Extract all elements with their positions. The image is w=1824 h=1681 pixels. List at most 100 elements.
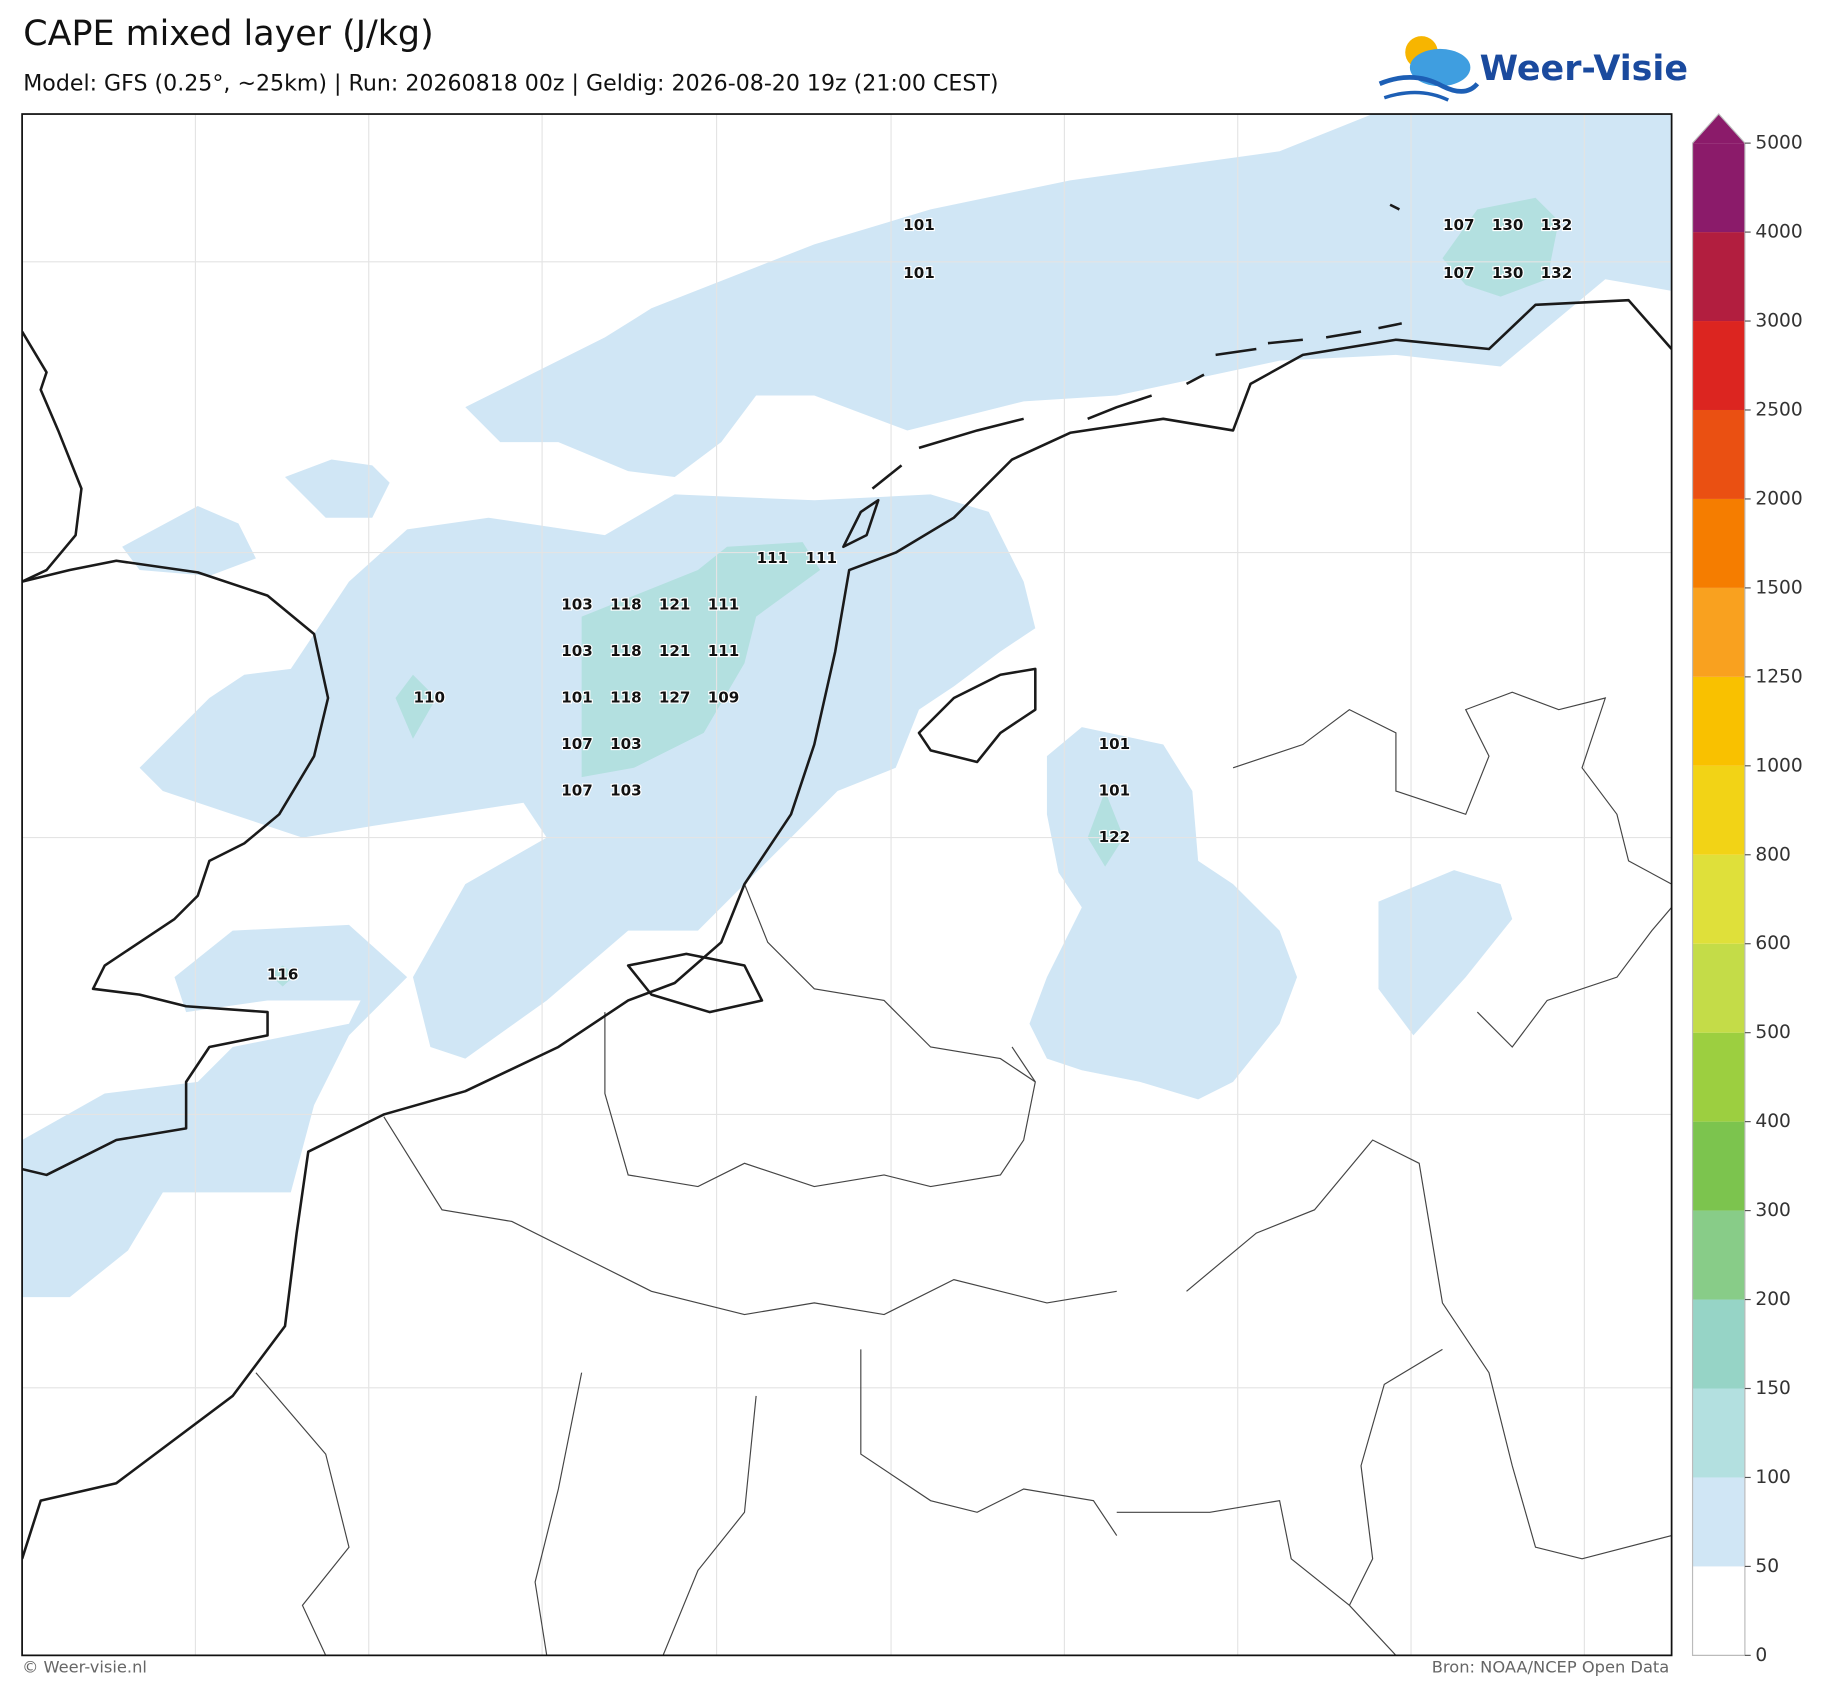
colorbar-tick-label: 2000 [1755, 488, 1802, 509]
colorbar-bin [1692, 1032, 1745, 1122]
value-label: 101 [1099, 782, 1131, 800]
colorbar-bin [1692, 498, 1745, 588]
value-label: 116 [267, 965, 299, 983]
colorbar-bin [1692, 321, 1745, 410]
value-label: 122 [1099, 828, 1131, 846]
border [860, 1349, 1118, 1536]
value-label: 111 [805, 549, 837, 567]
cape-area [122, 506, 256, 576]
cape-area [581, 542, 821, 778]
coastline [22, 330, 83, 583]
value-label: 132 [1541, 216, 1573, 234]
border [1232, 691, 1672, 885]
cape-area [269, 965, 296, 987]
colorbar-bin [1692, 1210, 1745, 1300]
value-label: 110 [413, 689, 445, 707]
value-label: 130 [1492, 264, 1524, 282]
colorbar-tick-label: 150 [1755, 1378, 1791, 1399]
coastline [22, 298, 1672, 1560]
value-label: 103 [561, 642, 593, 660]
colorbar-bin [1692, 1477, 1745, 1567]
coastline [626, 952, 764, 1014]
colorbar-tick-label: 5000 [1755, 133, 1802, 154]
value-label: 118 [610, 689, 642, 707]
coastline [871, 322, 1402, 490]
colorbar-tick-label: 4000 [1755, 222, 1802, 243]
coastline [842, 498, 880, 549]
colorbar-tick-label: 1000 [1755, 755, 1802, 776]
colorbar-tick-label: 50 [1755, 1556, 1779, 1577]
colorbar-bin [1692, 1121, 1745, 1211]
border [743, 883, 1036, 1083]
borders [255, 691, 1672, 1656]
value-label: 111 [708, 595, 740, 613]
colorbar-tick-label: 600 [1755, 933, 1791, 954]
colorbar-tick-label: 100 [1755, 1467, 1791, 1488]
colorbar-tick-label: 1250 [1755, 666, 1802, 687]
cape-area [1442, 197, 1559, 297]
coastlines [22, 203, 1672, 1560]
value-label: 107 [561, 782, 593, 800]
value-label: 101 [903, 216, 935, 234]
value-label: 107 [1443, 264, 1475, 282]
logo: Weer-Visie [1378, 36, 1688, 102]
cape-area [22, 924, 408, 1298]
colorbar-tick-label: 400 [1755, 1111, 1791, 1132]
border [1348, 1348, 1443, 1606]
value-label: 130 [1492, 216, 1524, 234]
border [534, 1372, 583, 1656]
cape-area [465, 114, 1672, 477]
title: CAPE mixed layer (J/kg) [23, 14, 433, 54]
logo-cloud [1409, 48, 1471, 87]
colorbar-tick-label: 800 [1755, 844, 1791, 865]
cape-area [395, 674, 437, 739]
cape-area [1378, 870, 1513, 1036]
value-labels: 101 101 107 130 132 107 130 132 111 111 103 118 121 1… [266, 215, 1574, 984]
value-label: 107 [561, 735, 593, 753]
colorbar-extend [1692, 114, 1745, 144]
value-label: 132 [1541, 264, 1573, 282]
value-label: 111 [708, 642, 740, 660]
logo-wave [1378, 75, 1480, 94]
colorbar-tick-label: 200 [1755, 1289, 1791, 1310]
coastline [22, 559, 330, 1177]
colorbar-bin [1692, 765, 1745, 855]
copyright: © Weer-visie.nl [22, 1658, 147, 1677]
coastline [1389, 203, 1400, 211]
value-label: 118 [610, 642, 642, 660]
graticule [22, 114, 1672, 1656]
cape-area [139, 494, 1036, 1059]
value-label: 107 [1443, 216, 1475, 234]
cape-area [1087, 791, 1124, 867]
value-label: 118 [610, 595, 642, 613]
logo-text: Weer-Visie [1480, 49, 1688, 89]
colorbar-bin [1692, 854, 1745, 944]
colorbar-bin [1692, 232, 1745, 322]
colorbar-bin [1692, 943, 1745, 1033]
cape-shading [22, 114, 1672, 1298]
colorbar-bin [1692, 1388, 1745, 1478]
value-label: 111 [757, 549, 789, 567]
colorbar-bin [1692, 676, 1745, 766]
colorbar-tick-label: 3000 [1755, 311, 1802, 332]
value-label: 101 [1099, 735, 1131, 753]
border [1186, 1139, 1672, 1560]
subtitle: Model: GFS (0.25°, ~25km) | Run: 2026081… [23, 70, 998, 96]
colorbar-tick-label: 2500 [1755, 399, 1802, 420]
colorbar-bin [1692, 409, 1745, 499]
cape-area [285, 459, 390, 518]
border [383, 1116, 1117, 1316]
colorbar-bin [1692, 587, 1745, 677]
logo-wave [1383, 90, 1450, 102]
border [662, 1395, 757, 1656]
colorbar-bin [1692, 143, 1745, 233]
colorbar-bin [1692, 1566, 1745, 1656]
colorbar-bin [1692, 1299, 1745, 1389]
border [1476, 907, 1672, 1048]
border [255, 1372, 350, 1656]
map: 101 101 107 130 132 107 130 132 111 111 103 118 121 1… [22, 114, 1672, 1656]
value-label: 103 [561, 595, 593, 613]
colorbar-outline [1691, 113, 1746, 1656]
